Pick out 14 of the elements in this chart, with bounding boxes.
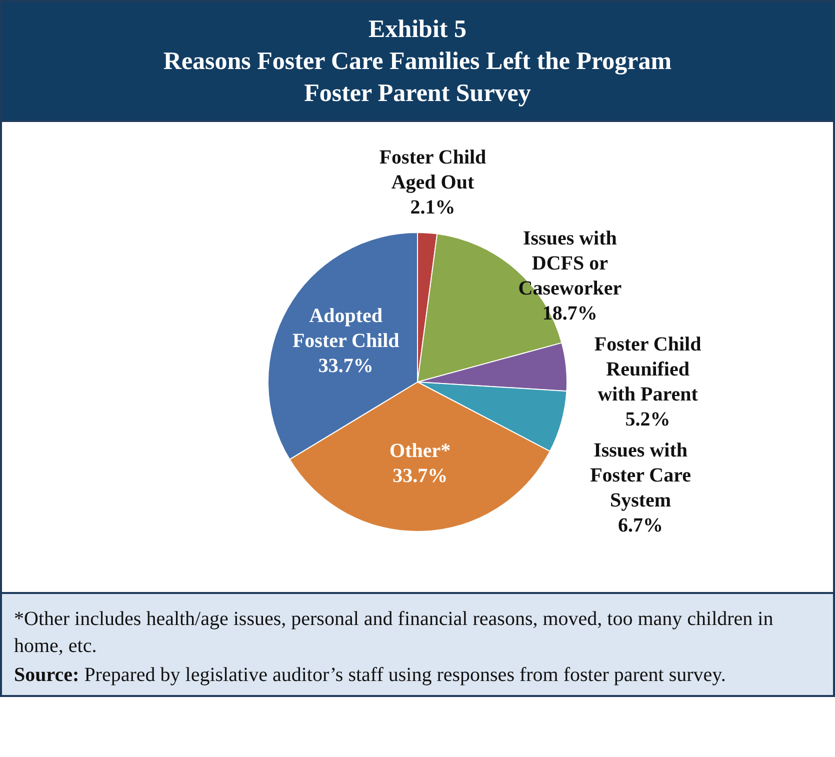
data-label: 33.7% xyxy=(318,354,374,377)
data-label: 6.7% xyxy=(618,514,664,537)
slice-label: Issues with Foster Care System xyxy=(590,440,692,512)
slice-label: Foster Child Aged Out xyxy=(379,146,486,194)
source-note: Source: Prepared by legislative auditor’s staff using responses from foster parent survey. xyxy=(14,663,727,688)
slice-label: Other* xyxy=(390,440,451,462)
text: *Other includes health/age issues, personal and financial reasons, moved, too many children in home, etc. xyxy=(14,607,774,659)
chart-subtitle: Reasons Foster Care Families Left the Program Foster Parent Survey xyxy=(162,47,673,109)
data-label: 5.2% xyxy=(625,408,670,431)
slice-label: Foster Child Reunified with Parent xyxy=(594,334,702,406)
slice-label: Adopted Foster Child xyxy=(292,304,400,352)
data-label: 33.7% xyxy=(392,464,448,487)
chart-title: Exhibit 5 xyxy=(368,15,468,45)
data-label: 2.1% xyxy=(410,196,456,219)
